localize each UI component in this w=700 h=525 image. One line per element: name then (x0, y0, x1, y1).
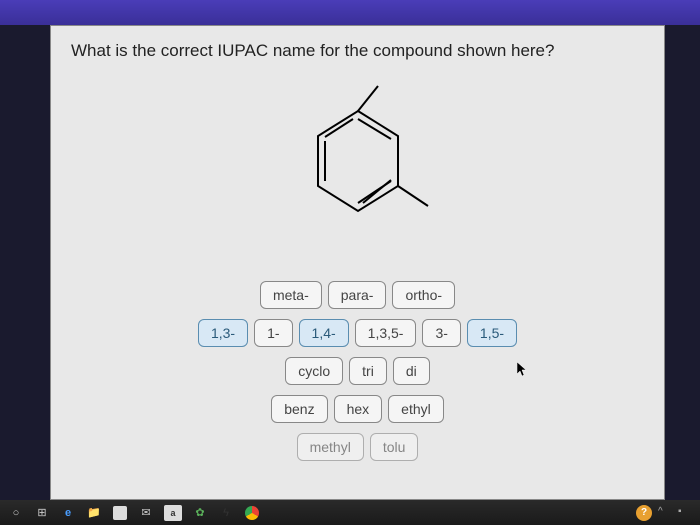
molecule-diagram (71, 81, 644, 241)
chip-benz[interactable]: benz (271, 395, 327, 423)
chip-di[interactable]: di (393, 357, 430, 385)
task-view-button[interactable]: ⊞ (34, 505, 50, 521)
benzene-structure (278, 81, 438, 241)
start-button[interactable]: ○ (8, 505, 24, 521)
help-icon[interactable]: ? (636, 505, 652, 521)
system-tray: ? ^ ▪ (636, 505, 692, 521)
answer-chip-area: meta- para- ortho- 1,3- 1- 1,4- 1,3,5- 3… (71, 281, 644, 461)
chip-cyclo[interactable]: cyclo (285, 357, 343, 385)
quiz-panel: What is the correct IUPAC name for the c… (50, 25, 665, 500)
calendar-icon[interactable] (112, 505, 128, 521)
tray-caret-icon[interactable]: ^ (658, 506, 672, 520)
chrome-icon[interactable] (244, 505, 260, 521)
edge-icon[interactable]: e (60, 505, 76, 521)
chip-ethyl[interactable]: ethyl (388, 395, 444, 423)
chip-methyl[interactable]: methyl (297, 433, 364, 461)
chip-row-2: 1,3- 1- 1,4- 1,3,5- 3- 1,5- (198, 319, 517, 347)
chip-1-3-5[interactable]: 1,3,5- (355, 319, 417, 347)
tray-extra-icon[interactable]: ▪ (678, 506, 692, 520)
chip-para[interactable]: para- (328, 281, 387, 309)
chip-1-4[interactable]: 1,4- (299, 319, 349, 347)
chip-1-3[interactable]: 1,3- (198, 319, 248, 347)
question-text: What is the correct IUPAC name for the c… (71, 41, 644, 61)
chip-hex[interactable]: hex (334, 395, 383, 423)
mail-icon[interactable]: ✉ (138, 505, 154, 521)
chip-1[interactable]: 1- (254, 319, 292, 347)
chip-tolu[interactable]: tolu (370, 433, 419, 461)
browser-top-bar (0, 0, 700, 25)
chip-3[interactable]: 3- (422, 319, 460, 347)
chip-row-3: cyclo tri di (285, 357, 429, 385)
chip-row-1: meta- para- ortho- (260, 281, 455, 309)
chip-meta[interactable]: meta- (260, 281, 322, 309)
cursor-icon (517, 362, 529, 381)
chip-tri[interactable]: tri (349, 357, 387, 385)
chip-ortho[interactable]: ortho- (392, 281, 455, 309)
explorer-icon[interactable]: 📁 (86, 505, 102, 521)
app-flower-icon[interactable]: ✿ (192, 505, 208, 521)
app-bolt-icon[interactable]: ϟ (218, 505, 234, 521)
chip-row-4: benz hex ethyl (271, 395, 444, 423)
windows-taskbar[interactable]: ○ ⊞ e 📁 ✉ a ✿ ϟ ? ^ ▪ (0, 500, 700, 525)
app-a-icon[interactable]: a (164, 505, 182, 521)
chip-1-5[interactable]: 1,5- (467, 319, 517, 347)
chip-row-5: methyl tolu (297, 433, 419, 461)
